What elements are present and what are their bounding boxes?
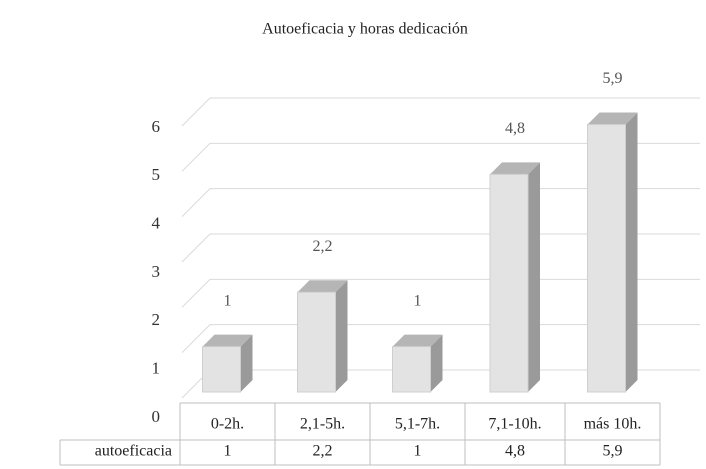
x-tick-label: 5,1-7h. xyxy=(395,416,440,433)
y-tick-label: 1 xyxy=(152,359,161,378)
bar-top xyxy=(392,334,443,347)
x-tick-label: 7,1-10h. xyxy=(488,416,541,433)
y-tick-label: 4 xyxy=(152,214,161,233)
grid-line xyxy=(181,97,700,127)
bar-side xyxy=(528,162,540,392)
value-label: 4,8 xyxy=(505,120,525,137)
y-tick-label: 3 xyxy=(152,262,161,281)
bar-top xyxy=(587,112,638,125)
bar-side xyxy=(335,280,348,392)
value-label: 2,2 xyxy=(313,238,333,255)
table-cell: 4,8 xyxy=(505,443,525,460)
x-tick-label: 0-2h. xyxy=(211,416,244,433)
bar xyxy=(587,124,626,393)
bar xyxy=(202,346,241,393)
bar-side xyxy=(430,334,443,392)
chart-title: Autoeficacia y horas dedicación xyxy=(262,21,468,38)
table-cell: 1 xyxy=(414,443,422,460)
legend-label: autoeficacia xyxy=(95,443,172,460)
grid-line xyxy=(181,142,700,172)
bar-top xyxy=(202,334,253,347)
y-tick-label: 2 xyxy=(152,310,161,329)
table-cell: 2,2 xyxy=(313,443,333,460)
table-cell: 5,9 xyxy=(603,443,623,460)
table-cell: 1 xyxy=(224,443,232,460)
bar-top xyxy=(490,162,540,175)
value-label: 1 xyxy=(414,292,422,309)
x-tick-label: 2,1-5h. xyxy=(300,416,345,433)
y-tick-label: 6 xyxy=(152,117,161,136)
y-tick-label: 5 xyxy=(152,165,161,184)
bar-side xyxy=(240,334,253,392)
bar-top xyxy=(297,280,348,293)
value-label: 5,9 xyxy=(603,70,623,87)
bar xyxy=(297,291,336,393)
bar xyxy=(489,173,529,393)
y-tick-label: 0 xyxy=(152,407,161,426)
value-label: 1 xyxy=(224,292,232,309)
x-tick-label: más 10h. xyxy=(584,416,642,433)
bar-side xyxy=(625,112,638,393)
bar xyxy=(392,346,431,393)
